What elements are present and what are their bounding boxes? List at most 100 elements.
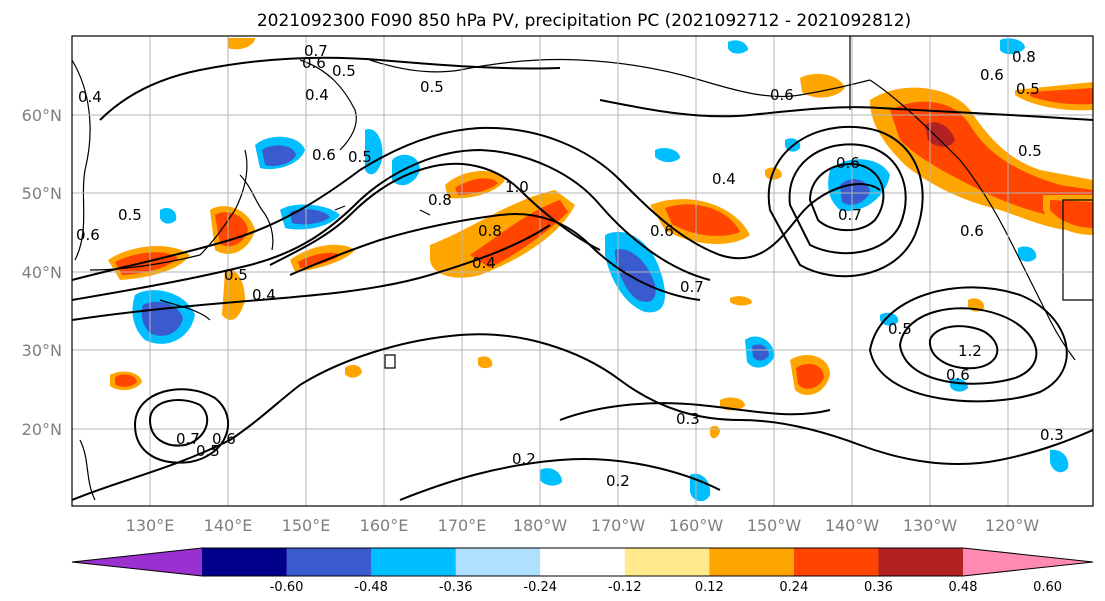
pv-contour-high: [928, 325, 999, 370]
contour-label: 0.6: [312, 146, 336, 164]
contour-label: 0.5: [1016, 80, 1040, 98]
colorbar-extend-max: [963, 548, 1093, 576]
precip-blob-red: [665, 204, 740, 236]
precip-blob-red: [455, 178, 498, 195]
precip-blob-blue: [290, 209, 330, 225]
contour-label: 0.6: [302, 54, 326, 72]
coastline-alaska: [579, 59, 871, 98]
contour-label: 0.4: [252, 286, 276, 304]
lon-label: 120°W: [985, 516, 1040, 535]
precip-blob-red: [1030, 88, 1093, 105]
colorbar-swatch: [540, 548, 626, 576]
precip-blob-orange: [228, 38, 255, 50]
precip-blob-cyan: [1018, 246, 1037, 262]
contour-label: 0.7: [838, 206, 862, 224]
colorbar-tick-label: 0.24: [779, 580, 808, 595]
contour-label: 0.6: [836, 154, 860, 172]
colorbar-tick-label: -0.36: [439, 580, 473, 595]
pv-contour: [599, 99, 1093, 121]
lon-label: 130°E: [126, 516, 175, 535]
contour-label: 0.5: [348, 148, 372, 166]
contour-label: 0.5: [118, 206, 142, 224]
precip-blob-red: [298, 252, 340, 268]
map-frame: [71, 35, 1094, 507]
contour-label: 0.6: [770, 86, 794, 104]
lon-label: 140°W: [825, 516, 880, 535]
map-panel: 0.7 0.6 0.5 0.4 0.5 0.6 0.5 1.0 0.8 0.4 …: [71, 35, 1094, 507]
precip-blob-blue: [752, 344, 769, 361]
contour-label: 0.4: [78, 88, 102, 106]
precip-blob-red: [115, 374, 137, 387]
pv-contour: [559, 402, 831, 421]
precip-blob-orange: [478, 356, 493, 369]
colorbar: -0.60 -0.48 -0.36 -0.24 -0.12 0.12 0.24 0.36 0.4…: [71, 547, 1094, 595]
precip-blob-cyan: [880, 312, 899, 326]
pv-contour-low: [808, 163, 885, 232]
precip-blob-blue: [615, 249, 656, 302]
contour-label: 0.7: [176, 430, 200, 448]
colorbar-outline: [71, 547, 1094, 577]
pv-contour-low: [788, 143, 907, 255]
colorbar-swatch: [709, 548, 795, 576]
pv-contour: [269, 162, 601, 266]
pv-contour: [399, 458, 721, 501]
colorbar-tick-label: -0.12: [608, 580, 642, 595]
pv-contour-low: [767, 125, 924, 278]
contour-label: 1.2: [958, 342, 982, 360]
pv-contour-high: [133, 388, 230, 464]
lon-label: 150°W: [747, 516, 802, 535]
lat-label: 40°N: [22, 263, 62, 282]
coastlines: [72, 36, 1093, 501]
lat-label: 50°N: [22, 184, 62, 203]
contour-label: 0.8: [478, 222, 502, 240]
coastline-islands: [334, 205, 431, 369]
contour-label: 0.5: [224, 266, 248, 284]
pv-contour: [72, 224, 551, 321]
lon-label: 170°W: [591, 516, 646, 535]
precip-blob-cyan: [1050, 449, 1069, 473]
pv-contour-high: [868, 286, 1068, 403]
colorbar-tick-label: -0.60: [270, 580, 304, 595]
precip-blob-orange: [800, 73, 845, 98]
contour-label: 0.6: [960, 222, 984, 240]
precip-blob-cyan: [1000, 38, 1025, 55]
contour-label: 0.6: [212, 430, 236, 448]
contour-label: 0.8: [1012, 48, 1036, 66]
lon-label: 170°E: [438, 516, 487, 535]
precip-blob-cyan: [365, 129, 383, 175]
colorbar-extend-min: [72, 548, 202, 576]
colorbar-tick-label: 0.12: [695, 580, 724, 595]
contour-label: 0.2: [606, 472, 630, 490]
precip-blob-cyan: [655, 147, 680, 163]
coastline-kamchatka: [299, 58, 581, 151]
pv-contours: [72, 56, 1093, 501]
contour-label: 0.2: [512, 450, 536, 468]
precip-blob-cyan: [690, 473, 711, 502]
contour-label: 0.6: [980, 66, 1004, 84]
colorbar-swatch: [455, 548, 541, 576]
figure-title: 2021092300 F090 850 hPa PV, precipitatio…: [257, 11, 911, 31]
lon-label: 140°E: [204, 516, 253, 535]
lon-label: 130°W: [903, 516, 958, 535]
colorbar-tick-label: 0.48: [949, 580, 978, 595]
precip-blob-orange: [345, 364, 362, 378]
contour-label: 0.5: [332, 62, 356, 80]
lon-label: 160°W: [669, 516, 724, 535]
colorbar-tick-label: -0.24: [523, 580, 557, 595]
latitude-labels: 60°N 50°N 40°N 30°N 20°N: [22, 106, 62, 439]
contour-label: 0.5: [196, 442, 220, 460]
colorbar-swatch: [371, 548, 457, 576]
pv-contour: [289, 213, 701, 301]
longitude-labels: 130°E 140°E 150°E 160°E 170°E 180°W 170°…: [126, 516, 1040, 535]
precip-blob-darkred: [925, 122, 955, 147]
contour-label: 1.0: [505, 178, 529, 196]
colorbar-swatch: [793, 548, 879, 576]
pv-contour: [72, 148, 711, 301]
contour-label: 0.4: [712, 170, 736, 188]
colorbar-swatch: [624, 548, 710, 576]
precip-blob-orange: [730, 296, 752, 306]
precip-blob-cyan: [160, 208, 177, 224]
gridlines: [72, 36, 1093, 506]
contour-label: 0.5: [420, 78, 444, 96]
